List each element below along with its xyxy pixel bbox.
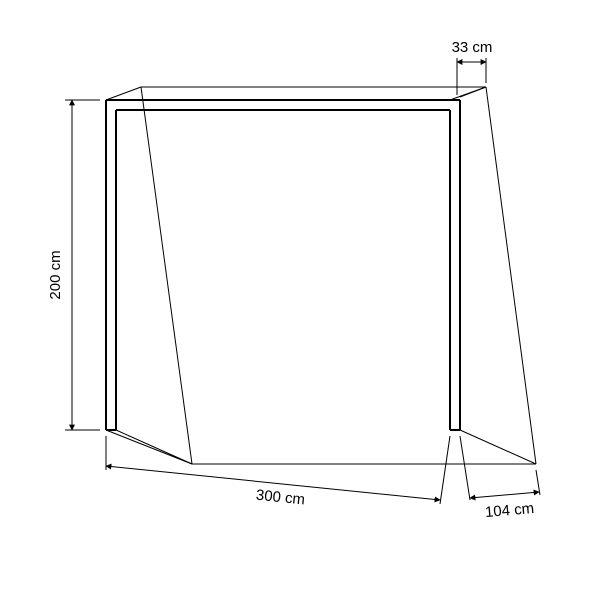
- net-back-diag-r: [486, 87, 536, 464]
- net-top-rear-r: [460, 87, 486, 97]
- goal-diagram: 200 cm 300 cm 104 cm 33 cm: [0, 0, 600, 600]
- dim-height: 200 cm: [47, 100, 100, 430]
- dim-depth: 104 cm: [460, 436, 540, 521]
- dim-top-depth-label: 33 cm: [452, 39, 493, 56]
- dim-width: 300 cm: [106, 436, 450, 508]
- net-ground-r: [460, 430, 536, 464]
- dim-depth-label: 104 cm: [484, 500, 534, 521]
- net-ground-inner-l: [116, 430, 192, 464]
- net-top-conn-l: [106, 87, 141, 100]
- dim-width-label: 300 cm: [255, 487, 306, 509]
- net-back-diag-l: [141, 87, 192, 464]
- net-ground-l: [106, 430, 192, 464]
- dim-height-label: 200 cm: [47, 250, 64, 299]
